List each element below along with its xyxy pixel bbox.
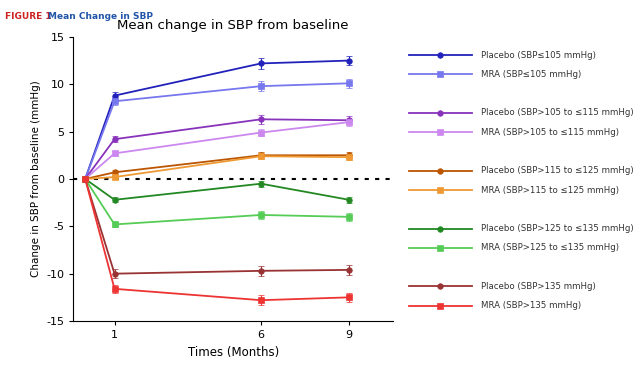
Text: FIGURE 1: FIGURE 1 [5, 12, 52, 21]
Text: Mean Change in SBP: Mean Change in SBP [48, 12, 153, 21]
Text: MRA (SBP>115 to ≤125 mmHg): MRA (SBP>115 to ≤125 mmHg) [481, 186, 619, 194]
Text: MRA (SBP>105 to ≤115 mmHg): MRA (SBP>105 to ≤115 mmHg) [481, 128, 619, 137]
Text: Placebo (SBP≤105 mmHg): Placebo (SBP≤105 mmHg) [481, 51, 596, 59]
Text: MRA (SBP>125 to ≤135 mmHg): MRA (SBP>125 to ≤135 mmHg) [481, 244, 619, 252]
Title: Mean change in SBP from baseline: Mean change in SBP from baseline [118, 18, 349, 32]
Text: MRA (SBP>135 mmHg): MRA (SBP>135 mmHg) [481, 301, 581, 310]
Text: Placebo (SBP>115 to ≤125 mmHg): Placebo (SBP>115 to ≤125 mmHg) [481, 166, 633, 175]
X-axis label: Times (Months): Times (Months) [188, 346, 279, 359]
Text: Placebo (SBP>105 to ≤115 mmHg): Placebo (SBP>105 to ≤115 mmHg) [481, 108, 633, 117]
Text: MRA (SBP≤105 mmHg): MRA (SBP≤105 mmHg) [481, 70, 581, 79]
Text: Placebo (SBP>125 to ≤135 mmHg): Placebo (SBP>125 to ≤135 mmHg) [481, 224, 633, 233]
Text: Placebo (SBP>135 mmHg): Placebo (SBP>135 mmHg) [481, 282, 596, 291]
Y-axis label: Change in SBP from baseline (mmHg): Change in SBP from baseline (mmHg) [31, 80, 41, 277]
